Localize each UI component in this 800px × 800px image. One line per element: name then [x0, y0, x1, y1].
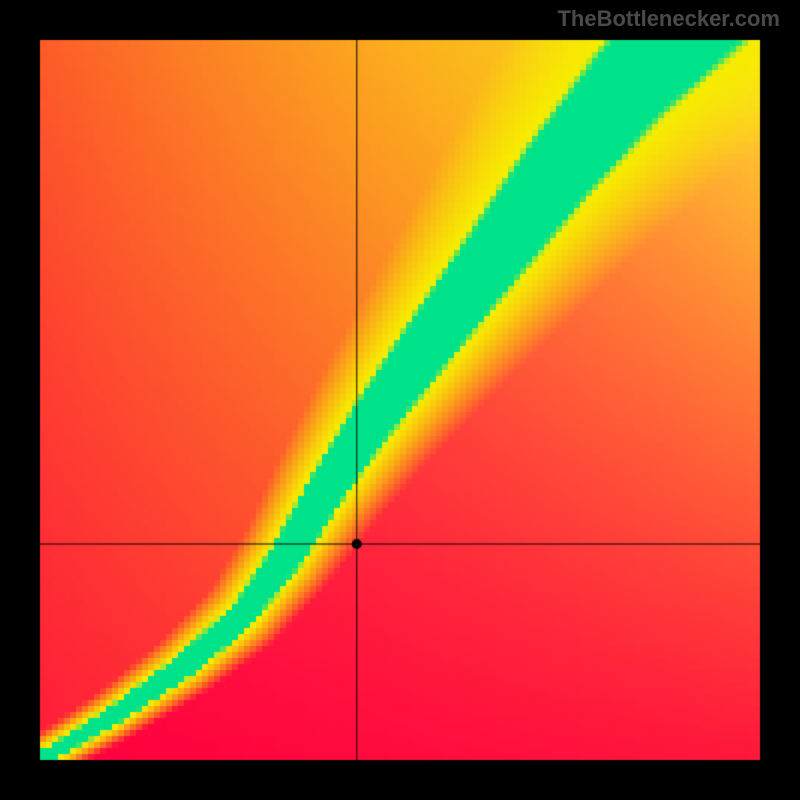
bottleneck-heatmap	[0, 0, 800, 800]
chart-container: TheBottlenecker.com	[0, 0, 800, 800]
watermark-text: TheBottlenecker.com	[557, 6, 780, 32]
